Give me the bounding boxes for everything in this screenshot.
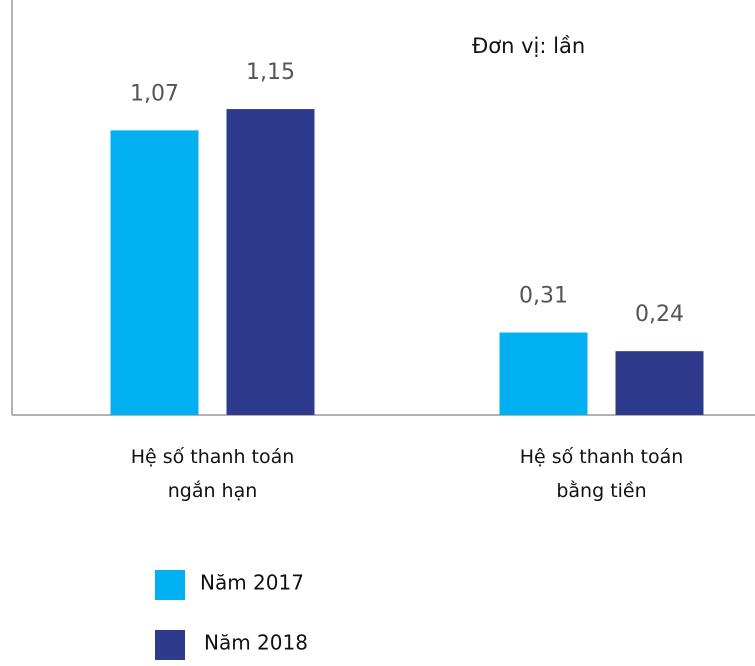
bar bbox=[226, 109, 315, 416]
unit-label: Đơn vị: lần bbox=[472, 34, 585, 58]
value-label: 1,15 bbox=[246, 60, 295, 85]
bar bbox=[615, 351, 704, 415]
value-label: 0,24 bbox=[635, 302, 684, 327]
value-label: 0,31 bbox=[519, 284, 568, 309]
legend-label: Năm 2017 bbox=[200, 571, 304, 595]
bar bbox=[499, 332, 588, 415]
legend-label: Năm 2018 bbox=[204, 631, 308, 655]
legend-swatch bbox=[155, 570, 185, 600]
bar bbox=[110, 130, 199, 415]
legend-swatch bbox=[155, 630, 185, 660]
x-tick-label: Hệ số thanh toán ngắn hạn bbox=[130, 446, 295, 502]
x-tick-label: Hệ số thanh toán bằng tiền bbox=[519, 446, 684, 502]
value-label: 1,07 bbox=[130, 81, 179, 106]
